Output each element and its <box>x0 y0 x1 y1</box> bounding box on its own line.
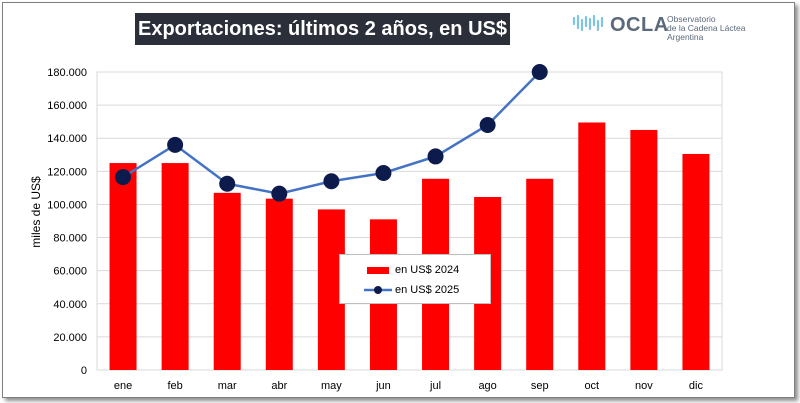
x-tick-label: sep <box>531 380 549 392</box>
logo-subtitle-line3: Argentina <box>667 32 704 42</box>
y-tick-label: 0 <box>81 365 87 377</box>
marker-2025 <box>479 116 496 133</box>
bar-2024 <box>630 129 658 370</box>
y-axis-ticks: 0 20.000 40.000 60.000 80.000 100.000 120.000 1… <box>47 67 87 377</box>
logo-subtitle-line1: Observatorio <box>667 14 716 24</box>
y-tick-label: 120.000 <box>47 166 87 178</box>
marker-2025 <box>531 64 548 80</box>
plot-area <box>96 71 723 371</box>
chart-title: Exportaciones: últimos 2 años, en US$ <box>135 13 510 45</box>
y-tick-label: 140.000 <box>47 133 87 145</box>
x-tick-label: nov <box>635 380 653 392</box>
marker-2025 <box>427 148 444 165</box>
marker-2025 <box>271 185 288 202</box>
x-tick-label: feb <box>167 380 182 392</box>
legend-swatch-bar <box>367 266 389 274</box>
gridlines <box>96 71 723 371</box>
line-series-2025 <box>115 64 548 202</box>
x-tick-label: dic <box>689 380 704 392</box>
y-tick-label: 40.000 <box>53 299 87 311</box>
marker-2025 <box>323 173 340 190</box>
x-tick-label: jun <box>375 380 391 392</box>
y-tick-label: 80.000 <box>53 233 87 245</box>
marker-2025 <box>375 164 392 181</box>
x-axis-ticks: ene feb mar abr may jun jul ago sep oct nov dic <box>114 380 704 392</box>
x-tick-label: ago <box>478 380 496 392</box>
bar-2024 <box>578 122 606 370</box>
legend-label-2024: en US$ 2024 <box>395 264 460 276</box>
legend-item-2024: en US$ 2024 <box>340 261 490 279</box>
y-tick-label: 180.000 <box>47 67 87 79</box>
logo-subtitle: Observatorio de la Cadena Láctea Argenti… <box>667 15 745 42</box>
x-tick-label: oct <box>584 380 599 392</box>
x-tick-label: mar <box>218 380 237 392</box>
y-tick-label: 60.000 <box>53 266 87 278</box>
bar-series-2024 <box>109 122 710 370</box>
x-tick-label: may <box>321 380 342 392</box>
legend-swatch-line <box>364 286 392 294</box>
bar-2024 <box>213 192 241 370</box>
legend-item-2025: en US$ 2025 <box>340 281 490 299</box>
marker-2025 <box>115 169 132 186</box>
logo-subtitle-line2: de la Cadena Láctea <box>667 23 746 33</box>
bar-2024 <box>682 153 710 370</box>
marker-2025 <box>219 175 236 192</box>
y-tick-label: 160.000 <box>47 100 87 112</box>
bar-2024 <box>109 163 137 370</box>
bar-2024 <box>526 178 554 370</box>
bar-2024 <box>161 163 189 370</box>
ocla-logo: OCLA Observatorio de la Cadena Láctea Ar… <box>572 14 772 46</box>
marker-2025 <box>167 136 184 153</box>
y-tick-label: 20.000 <box>53 332 87 344</box>
legend-label-2025: en US$ 2025 <box>395 284 460 296</box>
y-axis-title: miles de US$ <box>29 176 43 248</box>
bar-2024 <box>265 198 293 370</box>
chart-legend: en US$ 2024 en US$ 2025 <box>339 254 491 304</box>
y-tick-label: 100.000 <box>47 199 87 211</box>
x-tick-label: abr <box>271 380 287 392</box>
logo-wordmark: OCLA <box>610 14 669 36</box>
x-tick-label: ene <box>114 380 132 392</box>
ocla-wave-logo-icon <box>572 14 604 32</box>
x-tick-label: jul <box>429 380 441 392</box>
